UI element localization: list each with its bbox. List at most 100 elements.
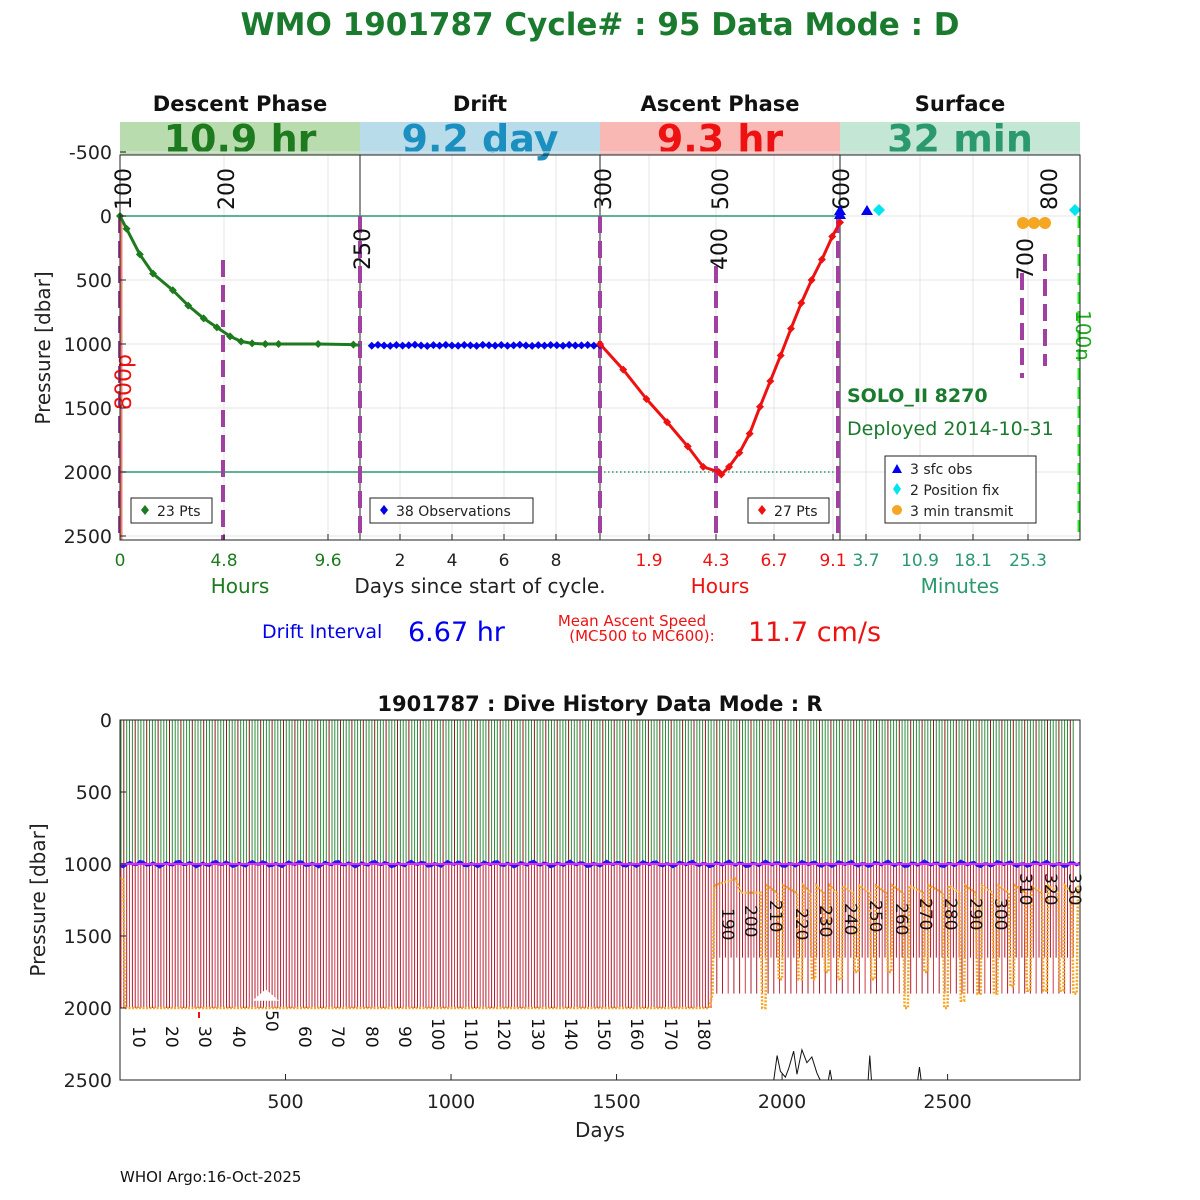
top-ytick-label: 0 xyxy=(100,206,112,228)
drift-point xyxy=(552,341,561,350)
ascent-point xyxy=(786,324,795,333)
mc-label-0: 100 xyxy=(112,168,137,210)
chart-title: WMO 1901787 Cycle# : 95 Data Mode : D xyxy=(240,7,959,43)
phase-name-2: Ascent Phase xyxy=(641,92,800,116)
cycle-label: 140 xyxy=(560,1018,580,1050)
drift-point xyxy=(558,341,567,350)
cycle-label: 200 xyxy=(740,905,760,937)
descent-point xyxy=(135,250,144,259)
drift-point xyxy=(484,341,493,350)
drift-point xyxy=(380,341,389,350)
bottom-ytick-label: 500 xyxy=(76,782,112,804)
drift-point xyxy=(565,340,574,349)
mc-label-3: 300 xyxy=(592,168,617,210)
descent-point xyxy=(199,314,208,323)
drift-xlabel: Days since start of cycle. xyxy=(354,574,605,598)
ascent-speed-label-2: (MC500 to MC600): xyxy=(569,627,714,645)
cycle-label: 230 xyxy=(815,905,835,937)
bottom-ytick-label: 2000 xyxy=(64,998,112,1020)
top-xtick-label: 9.1 xyxy=(819,551,846,571)
drift-point xyxy=(509,341,518,350)
phase-band-2 xyxy=(600,122,840,155)
sfc-obs-legend-marker xyxy=(892,464,902,473)
phase-duration-1: 9.2 day xyxy=(402,117,559,161)
phase-duration-3: 32 min xyxy=(887,117,1033,161)
phase-duration-0: 10.9 hr xyxy=(164,117,317,161)
ascent-point xyxy=(776,351,785,360)
ascent-point xyxy=(797,299,806,308)
cycle-label: 270 xyxy=(915,898,935,930)
cycle-label: 130 xyxy=(527,1018,547,1050)
descent-point xyxy=(248,339,257,348)
phase-band-3 xyxy=(840,122,1080,155)
surface-legend: 3 sfc obs 2 Position fix 3 min transmit xyxy=(884,455,1037,524)
drift-point xyxy=(521,341,530,350)
descent-marker-label: 800p xyxy=(112,354,137,410)
top-xtick-label: 6.7 xyxy=(760,551,787,571)
descent-point xyxy=(237,337,246,346)
ascent-speed-label-1: Mean Ascent Speed xyxy=(558,612,706,630)
drift-point xyxy=(386,341,395,350)
top-xtick-label: 9.6 xyxy=(314,551,341,571)
cycle-labels: 10 20 30 40 50 60 70 80 90 100 110 120 130 140 150 160 1… xyxy=(128,873,1084,1050)
mc-label-6: 600 xyxy=(830,168,855,210)
cycle-label: 280 xyxy=(940,898,960,930)
bottom-xlabel: Days xyxy=(575,1118,625,1142)
top-xtick-label: 6 xyxy=(499,551,510,571)
ascent-point xyxy=(745,429,754,438)
drift-point xyxy=(392,341,401,350)
surface-marker-label: 100n xyxy=(1071,310,1095,361)
cycle-label: 20 xyxy=(161,1026,181,1048)
drift-point xyxy=(478,340,487,349)
top-ylabel: Pressure [dbar] xyxy=(31,271,55,424)
bottom-ytick-label: 1500 xyxy=(64,926,112,948)
drift-point xyxy=(447,341,456,350)
ascent-point xyxy=(663,418,672,427)
top-xtick-label: 1.9 xyxy=(635,551,662,571)
top-xtick-label: 2 xyxy=(395,551,406,571)
bottom-xtick-label: 1000 xyxy=(427,1091,475,1113)
cycle-label: 250 xyxy=(865,900,885,932)
ascent-point xyxy=(699,462,708,471)
footer-credit: WHOI Argo:16-Oct-2025 xyxy=(120,1168,301,1186)
drift-point xyxy=(429,341,438,350)
cycle-label: 30 xyxy=(194,1026,214,1048)
ascent-point xyxy=(683,442,692,451)
position-fix-point xyxy=(1069,204,1081,216)
ascent-point xyxy=(807,276,816,284)
cycle-label: 110 xyxy=(460,1018,480,1050)
cycle-label: 320 xyxy=(1040,873,1060,905)
top-xtick-label: 25.3 xyxy=(1009,551,1047,571)
phase-name-1: Drift xyxy=(453,92,507,116)
ascent-legend-marker xyxy=(758,505,766,515)
drift-point xyxy=(571,341,580,350)
cycle-label: 170 xyxy=(660,1018,680,1050)
mc-label-7: 700 xyxy=(1014,238,1039,280)
drift-point xyxy=(540,341,549,350)
cycle-label: 150 xyxy=(593,1018,613,1050)
profile-gap xyxy=(252,989,279,1001)
drift-point xyxy=(528,341,537,350)
drift-point xyxy=(441,340,450,349)
cycle-label: 190 xyxy=(717,908,737,940)
descent-point xyxy=(274,340,283,348)
mc-label-8: 800 xyxy=(1038,168,1063,210)
top-ytick-label: 2500 xyxy=(64,526,112,548)
descent-point xyxy=(149,269,158,278)
position-fix-legend-marker xyxy=(893,483,901,495)
top-series xyxy=(116,204,1081,479)
ascent-point xyxy=(735,448,744,457)
bottom-ytick-label: 1000 xyxy=(64,854,112,876)
position-fix-point xyxy=(873,204,885,216)
bottom-xtick-label: 2000 xyxy=(758,1091,806,1113)
descent-point xyxy=(122,224,131,233)
top-ytick-label: 2000 xyxy=(64,462,112,484)
ascent-point xyxy=(817,255,826,264)
mc-label-4: 400 xyxy=(708,228,733,270)
descent-point xyxy=(314,340,323,348)
drift-interval-label: Drift Interval xyxy=(262,621,382,643)
surface-legend-label-1: 3 sfc obs xyxy=(910,462,972,478)
drift-point xyxy=(497,341,506,350)
